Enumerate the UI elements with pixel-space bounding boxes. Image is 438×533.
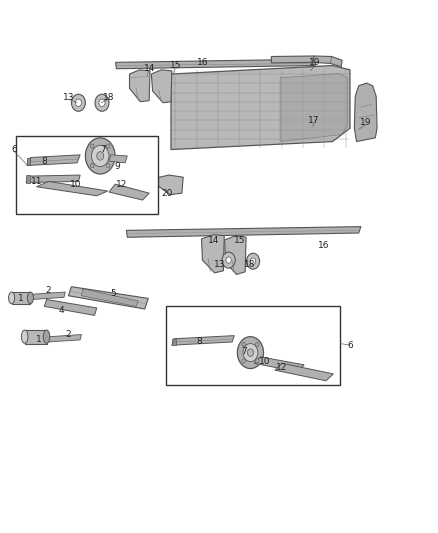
Polygon shape: [172, 336, 234, 345]
Text: 4: 4: [58, 305, 64, 314]
Circle shape: [237, 337, 264, 368]
Text: 18: 18: [244, 261, 255, 269]
Text: 8: 8: [197, 337, 202, 346]
Polygon shape: [171, 66, 350, 150]
Text: 7: 7: [100, 145, 106, 154]
Ellipse shape: [43, 330, 50, 343]
Circle shape: [242, 359, 245, 363]
Text: 15: 15: [234, 237, 246, 246]
Polygon shape: [280, 74, 348, 142]
Polygon shape: [354, 83, 377, 142]
Polygon shape: [272, 56, 314, 63]
Text: 5: 5: [110, 288, 116, 297]
Circle shape: [97, 152, 104, 160]
Polygon shape: [225, 236, 246, 274]
Polygon shape: [151, 70, 172, 103]
Circle shape: [75, 99, 81, 107]
FancyBboxPatch shape: [16, 136, 158, 214]
Polygon shape: [32, 292, 65, 300]
Circle shape: [243, 344, 258, 362]
Text: 17: 17: [308, 116, 320, 125]
Polygon shape: [116, 59, 316, 69]
Polygon shape: [109, 155, 127, 163]
Text: 8: 8: [42, 157, 47, 166]
Polygon shape: [27, 155, 80, 165]
Polygon shape: [275, 364, 333, 381]
Text: 19: 19: [309, 59, 321, 67]
Circle shape: [226, 257, 231, 263]
Circle shape: [71, 94, 85, 111]
Circle shape: [99, 99, 105, 107]
Polygon shape: [68, 287, 148, 309]
Circle shape: [255, 342, 259, 346]
Circle shape: [247, 253, 260, 269]
Circle shape: [106, 144, 110, 148]
Text: 20: 20: [162, 189, 173, 198]
Text: 11: 11: [31, 177, 42, 186]
Polygon shape: [109, 184, 149, 200]
Text: 13: 13: [214, 261, 226, 269]
Circle shape: [106, 164, 110, 168]
Text: 1: 1: [18, 294, 24, 303]
Text: 6: 6: [11, 145, 17, 154]
Text: 12: 12: [117, 180, 128, 189]
Polygon shape: [44, 300, 97, 316]
Text: 19: 19: [360, 118, 371, 127]
Circle shape: [85, 138, 115, 174]
Text: 2: 2: [45, 286, 51, 295]
Text: 16: 16: [318, 241, 329, 250]
Ellipse shape: [9, 292, 14, 304]
Polygon shape: [127, 227, 361, 237]
Text: 12: 12: [276, 363, 287, 372]
Polygon shape: [81, 289, 138, 306]
Text: 2: 2: [66, 330, 71, 339]
Circle shape: [242, 342, 245, 346]
Circle shape: [95, 94, 109, 111]
Polygon shape: [152, 175, 183, 195]
Polygon shape: [201, 235, 224, 273]
Polygon shape: [48, 335, 81, 342]
Text: 14: 14: [208, 237, 219, 246]
Circle shape: [255, 359, 259, 363]
Polygon shape: [254, 357, 304, 372]
Text: 14: 14: [144, 64, 155, 72]
Circle shape: [247, 349, 254, 357]
Circle shape: [92, 146, 109, 166]
Circle shape: [222, 252, 235, 268]
Polygon shape: [27, 158, 30, 165]
Text: 6: 6: [347, 341, 353, 350]
Polygon shape: [26, 175, 30, 182]
FancyBboxPatch shape: [166, 306, 340, 384]
Text: 18: 18: [103, 93, 115, 102]
Polygon shape: [130, 70, 150, 102]
Circle shape: [251, 258, 256, 264]
Ellipse shape: [21, 330, 28, 343]
Text: 7: 7: [241, 347, 247, 356]
Polygon shape: [26, 175, 80, 182]
Text: 10: 10: [70, 180, 81, 189]
Text: 9: 9: [115, 162, 120, 171]
Polygon shape: [172, 339, 176, 345]
Text: 16: 16: [197, 59, 208, 67]
Text: 10: 10: [259, 357, 271, 366]
Circle shape: [91, 164, 94, 168]
Polygon shape: [12, 292, 30, 304]
Circle shape: [91, 144, 94, 148]
Text: 1: 1: [36, 335, 42, 344]
Polygon shape: [36, 181, 108, 196]
Text: 15: 15: [170, 61, 181, 70]
Polygon shape: [313, 56, 342, 67]
Text: 13: 13: [63, 93, 74, 102]
Polygon shape: [25, 330, 46, 344]
Ellipse shape: [27, 292, 33, 304]
